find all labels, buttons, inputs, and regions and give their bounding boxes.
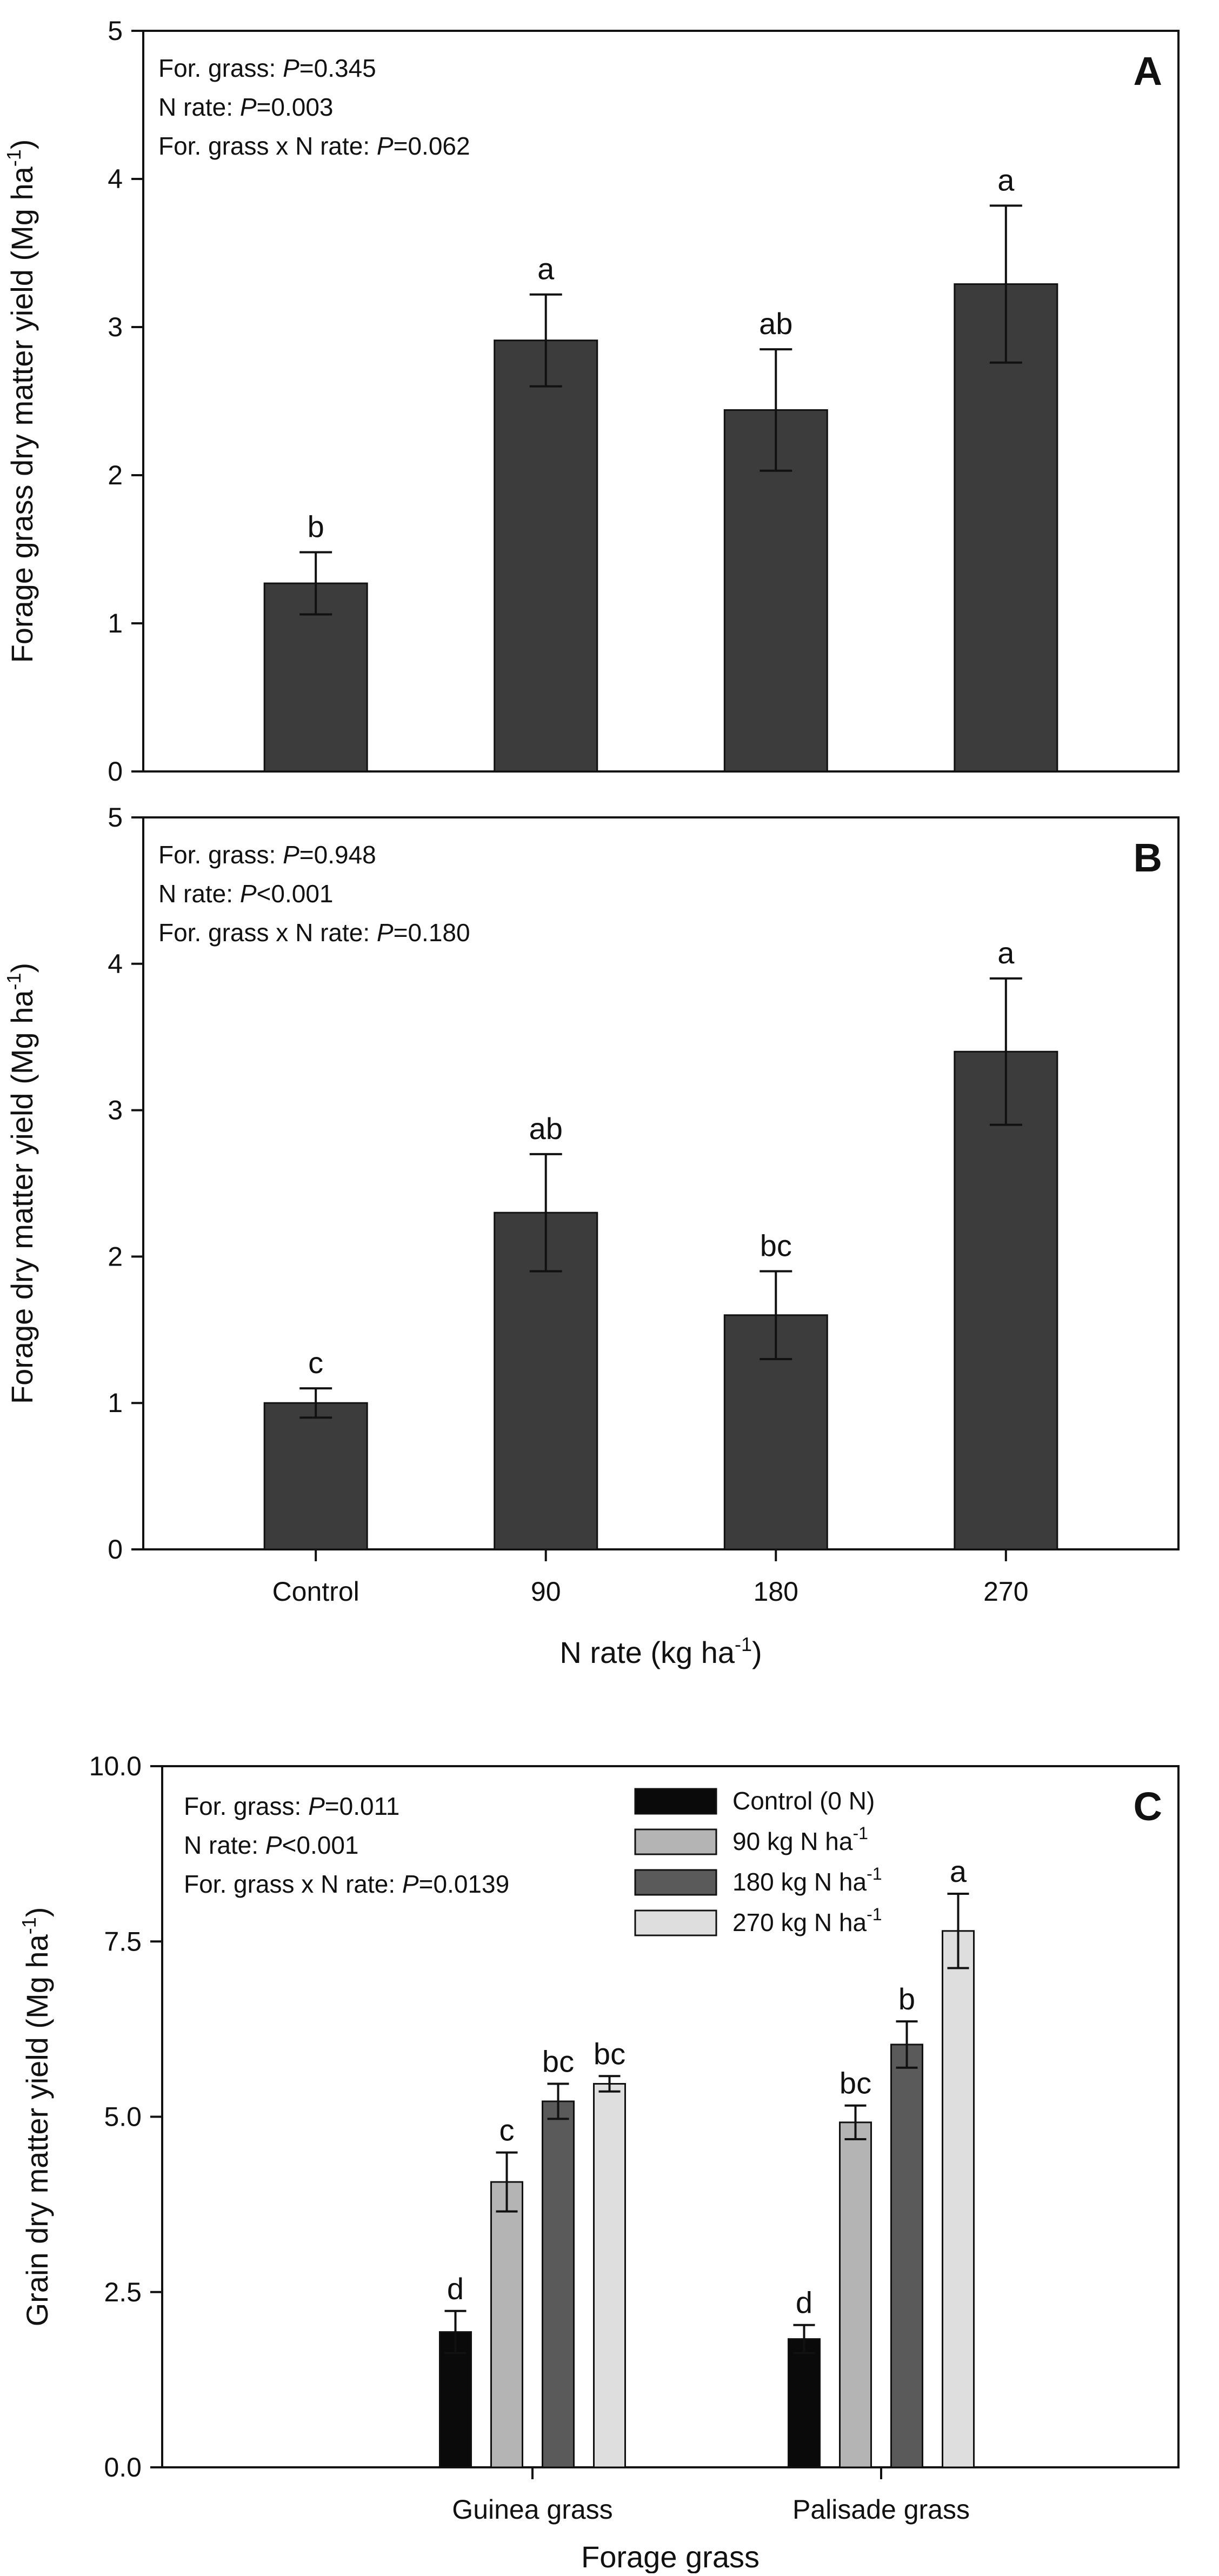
bar-c-group1-series2 [490,2181,523,2468]
legend-swatch-2 [634,1828,717,1855]
significance-letter-a-1: b [308,509,324,543]
significance-letter-c-1-1: d [447,2272,464,2306]
significance-letter-a-3: ab [759,307,792,341]
y-tick-label-c: 5.0 [104,2102,142,2132]
stat-line-a-2: N rate: P=0.003 [158,93,334,121]
legend-label-2: 90 kg N ha-1 [732,1823,868,1855]
y-tick-label-c: 2.5 [104,2277,142,2307]
legend-label-3: 180 kg N ha-1 [732,1864,882,1896]
significance-letter-b-3: bc [760,1228,792,1262]
stat-line-b-2: N rate: P<0.001 [158,880,334,908]
legend-swatch-4 [634,1909,717,1936]
y-tick-label-c: 10.0 [89,1751,142,1781]
y-tick-label-b: 3 [108,1095,123,1126]
x-tick-label-b-3: 180 [754,1576,798,1607]
significance-letter-a-2: a [537,252,555,286]
stat-line-b-1: For. grass: P=0.948 [158,841,376,869]
y-tick-label-c: 7.5 [104,1926,142,1956]
bar-c-group1-series4 [593,2083,626,2468]
stat-line-b-3: For. grass x N rate: P=0.180 [158,918,470,947]
panel-label-c: C [1134,1784,1162,1829]
bar-c-group1-series1 [439,2331,472,2468]
y-tick-label-a: 5 [108,16,123,46]
y-tick-label-a: 3 [108,312,123,342]
stat-line-c-3: For. grass x N rate: P=0.0139 [184,1870,509,1898]
stat-line-a-1: For. grass: P=0.345 [158,54,376,82]
stat-line-c-1: For. grass: P=0.011 [184,1792,399,1820]
bar-c-group2-series1 [788,2338,821,2468]
x-tick-label-b-2: 90 [531,1576,561,1607]
legend-label-4: 270 kg N ha-1 [732,1905,882,1936]
bar-b-270 [954,1050,1058,1550]
bar-c-group2-series4 [942,1930,975,2468]
y-tick-label-b: 0 [108,1534,123,1565]
x-tick-label-b-4: 270 [983,1576,1028,1607]
y-tick-label-a: 2 [108,460,123,490]
plot-frame-a [142,30,1180,773]
x-tick-label-b-1: Control [272,1576,359,1607]
x-tick-label-c-2: Palisade grass [792,2494,970,2525]
y-tick-label-a: 1 [108,608,123,638]
significance-letter-c-2-3: b [898,1982,915,2016]
bar-a-90 [494,340,598,773]
plot-frame-b [142,816,1180,1550]
y-tick-label-b: 4 [108,949,123,979]
legend-swatch-1 [634,1788,717,1815]
y-axis-title-b: Forage dry matter yield (Mg ha-1) [3,963,39,1404]
bar-c-group2-series3 [890,2044,923,2468]
bar-b-control [263,1402,368,1550]
bar-c-group2-series2 [839,2121,872,2468]
significance-letter-b-2: ab [529,1111,563,1146]
legend-label-1: Control (0 N) [732,1787,875,1815]
y-axis-title-a: Forage grass dry matter yield (Mg ha-1) [3,139,39,663]
y-axis-title-c: Grain dry matter yield (Mg ha-1) [18,1907,54,2327]
panel-label-a: A [1134,49,1162,94]
y-tick-label-b: 2 [108,1241,123,1272]
bar-c-group1-series3 [542,2100,575,2468]
panel-label-b: B [1134,835,1162,880]
significance-letter-b-1: c [308,1346,323,1380]
significance-letter-c-2-2: bc [840,2066,871,2100]
significance-letter-c-1-4: bc [594,2036,625,2071]
y-tick-label-a: 0 [108,756,123,787]
y-tick-label-c: 0.0 [104,2452,142,2482]
x-tick-label-c-1: Guinea grass [452,2494,612,2525]
y-tick-label-b: 5 [108,802,123,833]
significance-letter-c-1-2: c [499,2113,515,2147]
x-axis-title-c: Forage grass [581,2540,760,2573]
stat-line-c-2: N rate: P<0.001 [184,1831,359,1859]
x-axis-title-b: N rate (kg ha-1) [559,1633,762,1669]
y-tick-label-a: 4 [108,164,123,194]
significance-letter-c-2-1: d [796,2286,812,2320]
significance-letter-a-4: a [997,163,1015,197]
significance-letter-c-1-3: bc [542,2045,574,2079]
y-tick-label-b: 1 [108,1388,123,1418]
significance-letter-b-4: a [997,936,1015,970]
legend-swatch-3 [634,1869,717,1896]
stat-line-a-3: For. grass x N rate: P=0.062 [158,132,470,160]
significance-letter-c-2-4: a [950,1854,967,1888]
